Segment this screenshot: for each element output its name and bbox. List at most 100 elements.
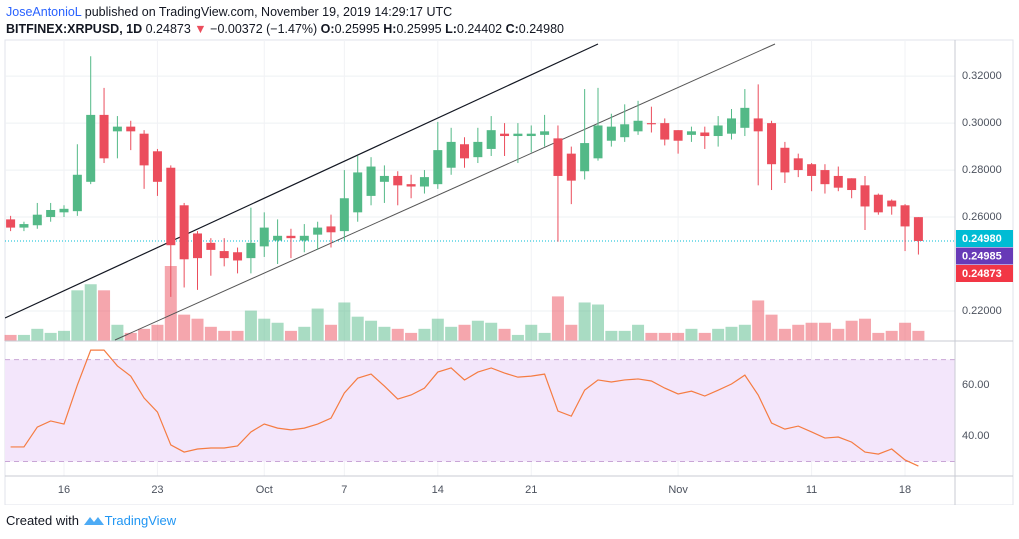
candle-body xyxy=(553,138,563,176)
volume-bar xyxy=(632,324,645,341)
volume-bar xyxy=(471,320,484,341)
volume-bar xyxy=(712,328,725,341)
candle-body xyxy=(313,227,323,235)
candle-body xyxy=(233,252,243,261)
volume-bar xyxy=(752,300,765,341)
volume-bar xyxy=(605,330,618,341)
candle-body xyxy=(219,251,229,259)
candle-body xyxy=(112,126,122,132)
volume-bar xyxy=(71,290,84,341)
volume-bar xyxy=(258,318,271,341)
price-label-box xyxy=(956,230,1013,247)
candle-body xyxy=(59,208,69,213)
o-label: O: xyxy=(320,22,335,36)
candle-body xyxy=(193,233,202,259)
candle-body xyxy=(700,132,710,137)
x-tick-label: Nov xyxy=(668,484,688,496)
candle-body xyxy=(152,151,162,182)
candle-body xyxy=(259,227,269,247)
volume-bar xyxy=(485,322,498,341)
author[interactable]: JoseAntonioL xyxy=(6,5,82,19)
volume-bar xyxy=(565,324,578,341)
x-tick-label: 14 xyxy=(432,484,444,496)
candle-body xyxy=(419,177,429,187)
trend-line xyxy=(5,43,599,319)
volume-bar xyxy=(431,318,444,341)
volume-bar xyxy=(618,330,631,341)
volume-bar xyxy=(418,328,431,341)
volume-bar xyxy=(138,328,151,341)
volume-bar xyxy=(912,330,925,341)
x-tick-label: 23 xyxy=(151,484,163,496)
candle-body xyxy=(179,205,189,260)
candle-body xyxy=(353,172,363,213)
volume-bar xyxy=(244,310,257,341)
candles xyxy=(5,56,955,297)
candle-body xyxy=(646,123,656,125)
candle-body xyxy=(860,185,870,207)
volume xyxy=(4,266,925,341)
candle-body xyxy=(486,130,496,149)
candle-body xyxy=(873,194,883,213)
volume-bar xyxy=(551,296,564,341)
price-label: 0.24980 xyxy=(962,233,1002,245)
candle-body xyxy=(526,133,536,137)
l: 0.24402 xyxy=(456,22,503,36)
header-line: BITFINEX:XRPUSD, 1D 0.24873 ▼ −0.00372 (… xyxy=(6,21,564,38)
price-label-box xyxy=(956,247,1013,265)
candle-body xyxy=(86,114,96,182)
volume-bar xyxy=(298,326,311,341)
candle-body xyxy=(139,133,149,166)
published: published on TradingView.com, November 1… xyxy=(84,5,453,19)
volume-bar xyxy=(311,308,324,341)
arrow: ▼ xyxy=(194,22,207,36)
y-tick-label: 0.26000 xyxy=(962,211,1002,223)
volume-bar xyxy=(365,320,378,341)
volume-bar xyxy=(338,302,351,341)
volume-bar xyxy=(4,334,17,341)
volume-bar xyxy=(818,322,831,341)
candle-body xyxy=(46,209,56,218)
candle-body xyxy=(727,118,736,134)
candle-body xyxy=(807,164,817,176)
y-tick-label: 0.28000 xyxy=(962,164,1002,176)
candle-body xyxy=(793,158,803,171)
candle-body xyxy=(593,125,603,159)
volume-bar xyxy=(231,330,244,341)
volume-bar xyxy=(885,330,898,341)
candle-body xyxy=(767,123,777,165)
candle-body xyxy=(433,150,443,185)
candle-body xyxy=(6,219,16,228)
volume-bar xyxy=(204,326,217,341)
volume-bar xyxy=(592,304,604,341)
price-label-box xyxy=(956,265,1013,282)
candle-body xyxy=(713,125,723,137)
candle-body xyxy=(660,123,670,140)
volume-bar xyxy=(498,328,511,341)
trend-lines xyxy=(5,43,776,341)
candle-body xyxy=(19,224,29,228)
candle-body xyxy=(620,124,630,138)
x-tick-label: 21 xyxy=(525,484,537,496)
volume-bar xyxy=(191,318,204,341)
candle-body xyxy=(379,175,389,182)
brand[interactable]: TradingView xyxy=(104,513,177,528)
volume-bar xyxy=(738,324,751,341)
candle-body xyxy=(286,235,296,239)
header-line: JoseAntonioL published on TradingView.co… xyxy=(6,4,564,21)
candle-body xyxy=(166,167,176,246)
volume-bar xyxy=(111,324,124,341)
volume-bar xyxy=(351,316,364,341)
volume-bar xyxy=(658,332,671,341)
volume-bar xyxy=(859,318,871,341)
rsi-tick-label: 60.00 xyxy=(962,379,990,391)
volume-bar xyxy=(765,314,778,341)
candle-body xyxy=(99,114,109,159)
x-tick-label: 18 xyxy=(899,484,911,496)
candle-body xyxy=(246,242,256,259)
candle-body xyxy=(780,147,790,173)
volume-bar xyxy=(445,326,458,341)
candle-body xyxy=(460,144,469,159)
volume-bar xyxy=(284,330,297,341)
